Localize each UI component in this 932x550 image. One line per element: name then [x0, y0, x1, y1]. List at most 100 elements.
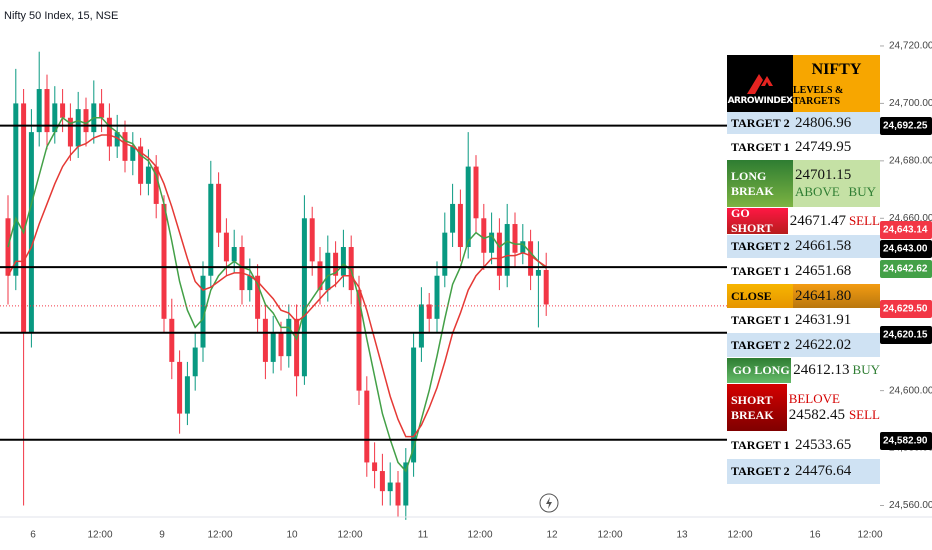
header-title: NIFTY LEVELS & TARGETS	[793, 55, 880, 112]
table-row: TARGET 2 24661.58	[727, 235, 880, 259]
table-row: TARGET 2 24476.64	[727, 459, 880, 485]
candle-body	[325, 252, 331, 291]
price-tag-label: 24,643.14	[883, 225, 928, 236]
candle-body	[301, 218, 307, 377]
candle-body	[520, 241, 526, 253]
candle-body	[286, 318, 292, 357]
x-tick-label: 6	[30, 530, 36, 541]
candle-body	[99, 103, 105, 118]
candle-body	[153, 166, 159, 204]
candle-body	[442, 232, 448, 276]
table-row: CLOSE 24641.80	[727, 284, 880, 309]
x-tick-label: 9	[159, 530, 165, 541]
row-value: 24631.91	[793, 309, 880, 332]
candle-body	[434, 275, 440, 319]
logo: ARROWINDEX	[727, 55, 793, 112]
value-line: 24612.13 BUY	[793, 362, 880, 379]
candle-body	[403, 462, 409, 506]
label-line: BREAK	[731, 407, 774, 422]
label-text: TARGET 2	[731, 239, 790, 253]
candle-body	[543, 269, 549, 305]
candle-body	[177, 361, 183, 414]
price-tag	[880, 300, 932, 318]
row-value: BELOVE 24582.45 SELL	[786, 384, 880, 431]
candle-body	[36, 89, 42, 133]
y-tick-label: 24,600.00	[889, 385, 932, 396]
value-line: 24651.68	[795, 263, 880, 280]
candle-body	[106, 117, 112, 147]
candle-body	[504, 224, 510, 276]
candle-body	[28, 132, 34, 334]
candle-body	[356, 290, 362, 391]
level-value: 24533.65	[795, 436, 852, 453]
candle-body	[262, 318, 268, 362]
table-row: TARGET 1 24749.95	[727, 135, 880, 160]
x-tick-label: 12:00	[467, 530, 492, 541]
table-row: TARGET 1 24651.68	[727, 259, 880, 284]
candle-body	[294, 318, 300, 377]
value-line: 24476.64	[795, 463, 880, 480]
row-label: TARGET 1	[727, 259, 793, 283]
label-text: TARGET 1	[731, 263, 790, 278]
label-line: LONG	[731, 168, 767, 183]
label-text: TARGET 2	[731, 464, 790, 478]
price-tag	[880, 432, 932, 450]
candle-body	[395, 482, 401, 506]
candle-body	[169, 318, 175, 362]
candle-body	[44, 89, 50, 133]
price-tag-label: 24,642.62	[883, 264, 928, 275]
x-tick-label: 12:00	[337, 530, 362, 541]
value-line: 24671.47 SELL	[790, 213, 880, 230]
logo-arrow	[747, 74, 773, 94]
x-tick-label: 12:00	[857, 530, 882, 541]
row-value: 24476.64	[793, 459, 880, 484]
level-value: 24806.96	[795, 114, 852, 131]
price-tag-label: 24,582.90	[883, 436, 928, 447]
x-tick-label: 12:00	[597, 530, 622, 541]
label-text: TARGET 1	[731, 437, 790, 452]
replay-icon[interactable]	[539, 493, 559, 513]
row-label: GO SHORT	[727, 206, 788, 235]
y-tick-label: 24,560.00	[889, 500, 932, 511]
value-line: 24806.96	[795, 115, 880, 132]
candle-body	[130, 146, 136, 161]
candle-body	[489, 232, 495, 253]
row-value: 24651.68	[793, 259, 880, 283]
level-value: 24749.95	[795, 138, 852, 155]
candle-body	[184, 376, 190, 414]
row-label: SHORT BREAK	[727, 384, 787, 431]
x-tick-label: 12:00	[87, 530, 112, 541]
row-value: 24533.65	[793, 432, 880, 458]
table-row: TARGET 2 24622.02	[727, 333, 880, 358]
moving-average	[7, 116, 547, 473]
value-line: 24533.65	[795, 437, 880, 454]
level-value: 24622.02	[795, 336, 852, 353]
value-line: 24631.91	[795, 312, 880, 329]
candle-body	[333, 252, 339, 276]
label-text: CLOSE	[731, 288, 772, 303]
label-text: TARGET 1	[731, 139, 790, 154]
candle-body	[13, 103, 19, 276]
table-row: SHORT BREAK BELOVE 24582.45 SELL	[727, 384, 880, 432]
candle-body	[255, 275, 261, 319]
level-value: 24661.58	[795, 238, 852, 254]
table-row: TARGET 1 24533.65	[727, 432, 880, 459]
candle-body	[512, 224, 518, 253]
candle-body	[387, 482, 393, 492]
candle-body	[535, 269, 541, 276]
candle-body	[481, 218, 487, 253]
x-tick-label: 12:00	[727, 530, 752, 541]
candle-body	[223, 232, 229, 262]
candle-body	[231, 247, 237, 262]
level-value: 24671.47	[789, 212, 846, 229]
logo-text: ARROWINDEX	[727, 96, 793, 106]
level-value: 24582.45	[788, 407, 845, 423]
x-tick-label: 13	[676, 530, 688, 541]
candle-body	[200, 275, 206, 348]
level-value: 24631.91	[795, 312, 852, 328]
price-tag	[880, 260, 932, 278]
price-tag	[880, 221, 932, 239]
candle-body	[208, 183, 214, 276]
table-row: TARGET 1 24631.91	[727, 309, 880, 333]
